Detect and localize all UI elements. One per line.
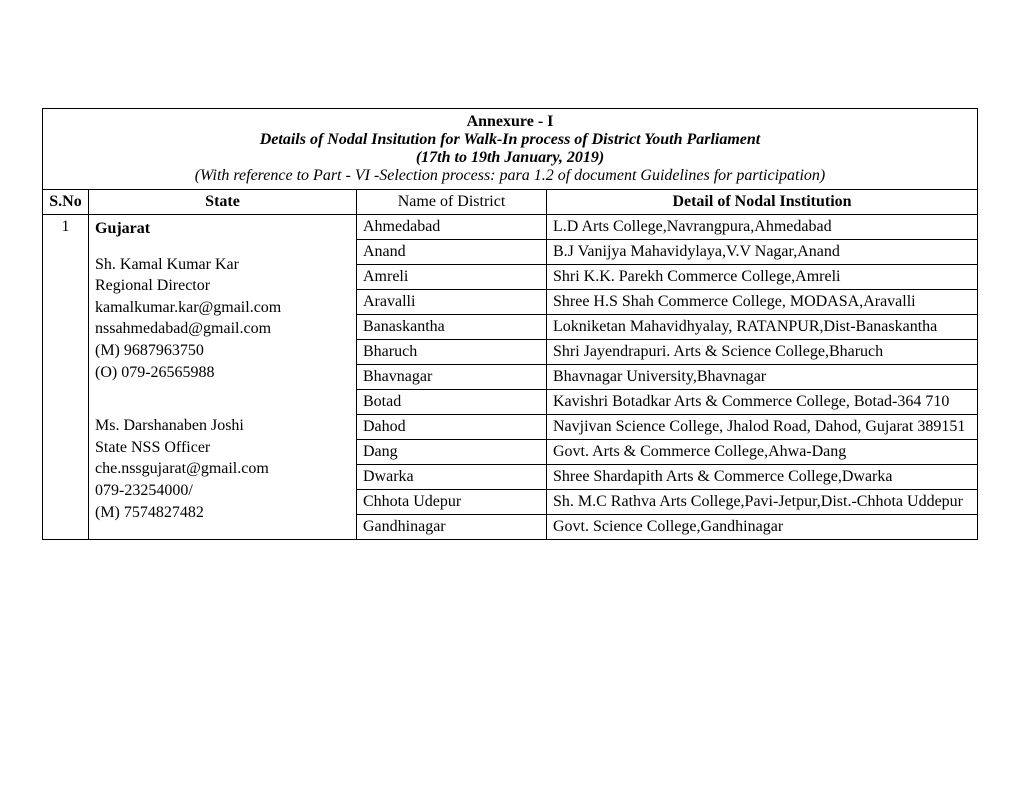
district-cell: Dahod [357,415,547,440]
col-header-sno: S.No [43,190,89,215]
col-header-district: Name of District [357,190,547,215]
district-cell: Dwarka [357,465,547,490]
district-cell: Botad [357,390,547,415]
contact1-email1: kamalkumar.kar@gmail.com [95,297,350,319]
detail-cell: Shri Jayendrapuri. Arts & Science Colleg… [547,340,978,365]
contact1-name: Sh. Kamal Kumar Kar [95,254,350,276]
detail-cell: Lokniketan Mahavidhyalay, RATANPUR,Dist-… [547,315,978,340]
contact1-email2: nssahmedabad@gmail.com [95,318,350,340]
contact2-phone: 079-23254000/ [95,480,350,502]
detail-cell: Govt. Arts & Commerce College,Ahwa-Dang [547,440,978,465]
contact2-email: che.nssgujarat@gmail.com [95,458,350,480]
district-cell: Ahmedabad [357,215,547,240]
district-cell: Banaskantha [357,315,547,340]
detail-cell: Kavishri Botadkar Arts & Commerce Colleg… [547,390,978,415]
table-header-cell: Annexure - I Details of Nodal Insitution… [43,109,978,190]
header-dates: (17th to 19th January, 2019) [49,149,971,167]
table-row: 1 Gujarat Sh. Kamal Kumar Kar Regional D… [43,215,978,240]
contact2-name: Ms. Darshanaben Joshi [95,415,350,437]
district-cell: Bharuch [357,340,547,365]
contact1-title: Regional Director [95,275,350,297]
detail-cell: Shri K.K. Parekh Commerce College,Amreli [547,265,978,290]
contact2-title: State NSS Officer [95,437,350,459]
header-reference: (With reference to Part - VI -Selection … [49,167,971,185]
detail-cell: Navjivan Science College, Jhalod Road, D… [547,415,978,440]
sno-cell: 1 [43,215,89,540]
contact-block-2: Ms. Darshanaben Joshi State NSS Officer … [95,415,350,523]
district-cell: Dang [357,440,547,465]
district-cell: Amreli [357,265,547,290]
detail-cell: L.D Arts College,Navrangpura,Ahmedabad [547,215,978,240]
contact2-mobile: (M) 7574827482 [95,502,350,524]
district-cell: Gandhinagar [357,515,547,540]
contact1-office: (O) 079-26565988 [95,362,350,384]
district-cell: Anand [357,240,547,265]
detail-cell: Shree Shardapith Arts & Commerce College… [547,465,978,490]
detail-cell: Bhavnagar University,Bhavnagar [547,365,978,390]
detail-cell: Sh. M.C Rathva Arts College,Pavi-Jetpur,… [547,490,978,515]
header-title: Annexure - I [49,113,971,131]
detail-cell: Shree H.S Shah Commerce College, MODASA,… [547,290,978,315]
annexure-table: Annexure - I Details of Nodal Insitution… [42,108,978,540]
col-header-state: State [89,190,357,215]
header-subtitle: Details of Nodal Insitution for Walk-In … [49,131,971,149]
detail-cell: B.J Vanijya Mahavidylaya,V.V Nagar,Anand [547,240,978,265]
contact-block-1: Sh. Kamal Kumar Kar Regional Director ka… [95,254,350,384]
detail-cell: Govt. Science College,Gandhinagar [547,515,978,540]
district-cell: Aravalli [357,290,547,315]
col-header-detail: Detail of Nodal Institution [547,190,978,215]
state-name: Gujarat [95,218,350,240]
contact1-mobile: (M) 9687963750 [95,340,350,362]
district-cell: Bhavnagar [357,365,547,390]
state-cell: Gujarat Sh. Kamal Kumar Kar Regional Dir… [89,215,357,540]
district-cell: Chhota Udepur [357,490,547,515]
